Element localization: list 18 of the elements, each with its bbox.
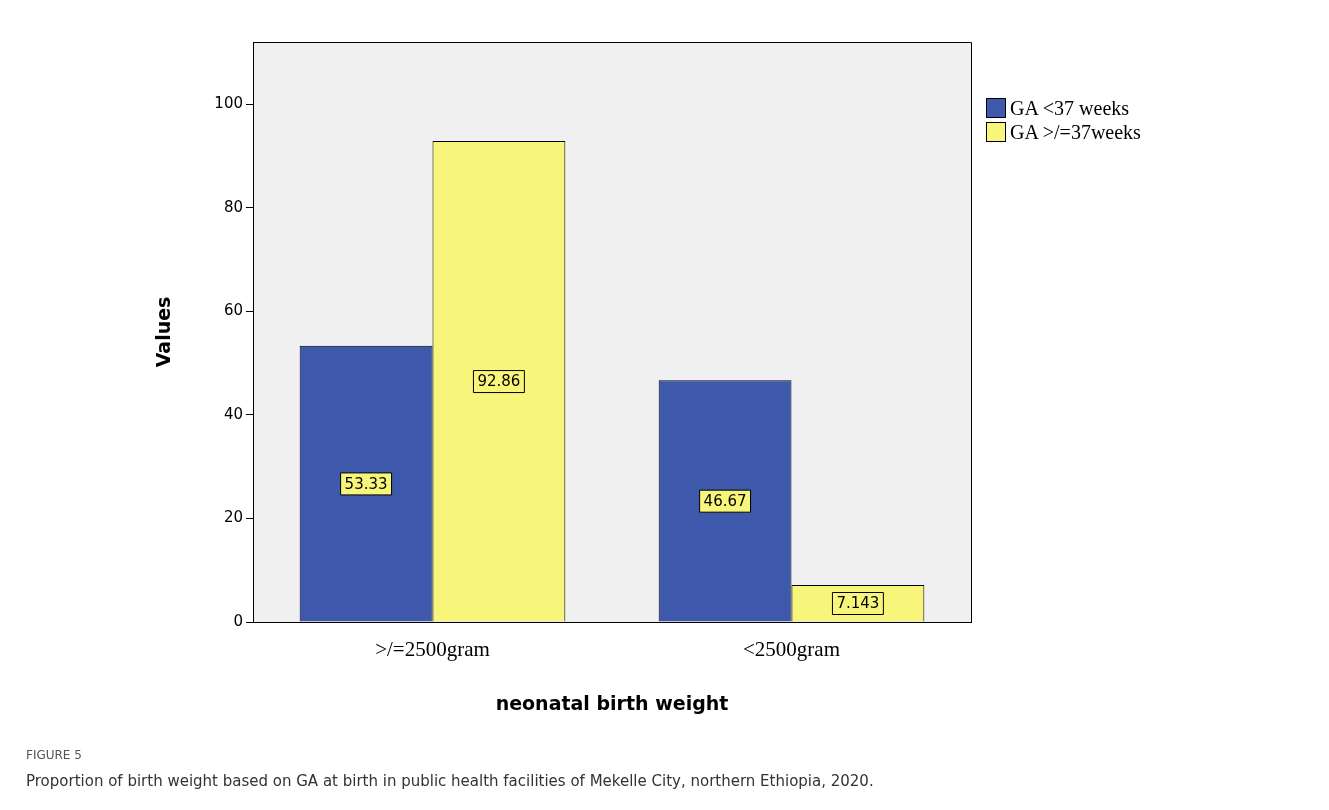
x-tick-label: >/=2500gram	[375, 637, 490, 662]
y-tick-label: 60	[223, 301, 243, 320]
data-label: 46.67	[703, 492, 747, 511]
legend-label: GA >/=37weeks	[1010, 120, 1141, 144]
x-tick-label: <2500gram	[743, 637, 840, 662]
data-label: 92.86	[477, 372, 521, 391]
caption: FIGURE 5	[26, 748, 83, 762]
text: Proportion of birth weight based on GA at birth in public health facilities of Mekelle City, northern Ethiopia, 2020.	[26, 772, 874, 790]
y-tick-label: 0	[233, 611, 243, 630]
y-tick-label: 40	[223, 404, 243, 423]
data-label: 7.143	[836, 594, 880, 613]
y-tick-label: 100	[214, 94, 243, 113]
y-tick-label: 20	[223, 508, 243, 527]
legend-label: GA <37 weeks	[1010, 96, 1130, 120]
data-label: 53.33	[344, 474, 388, 493]
y-axis-title: Values	[152, 296, 175, 368]
x-axis-title: neonatal birth weight	[495, 691, 729, 714]
y-tick-label: 80	[223, 197, 243, 216]
